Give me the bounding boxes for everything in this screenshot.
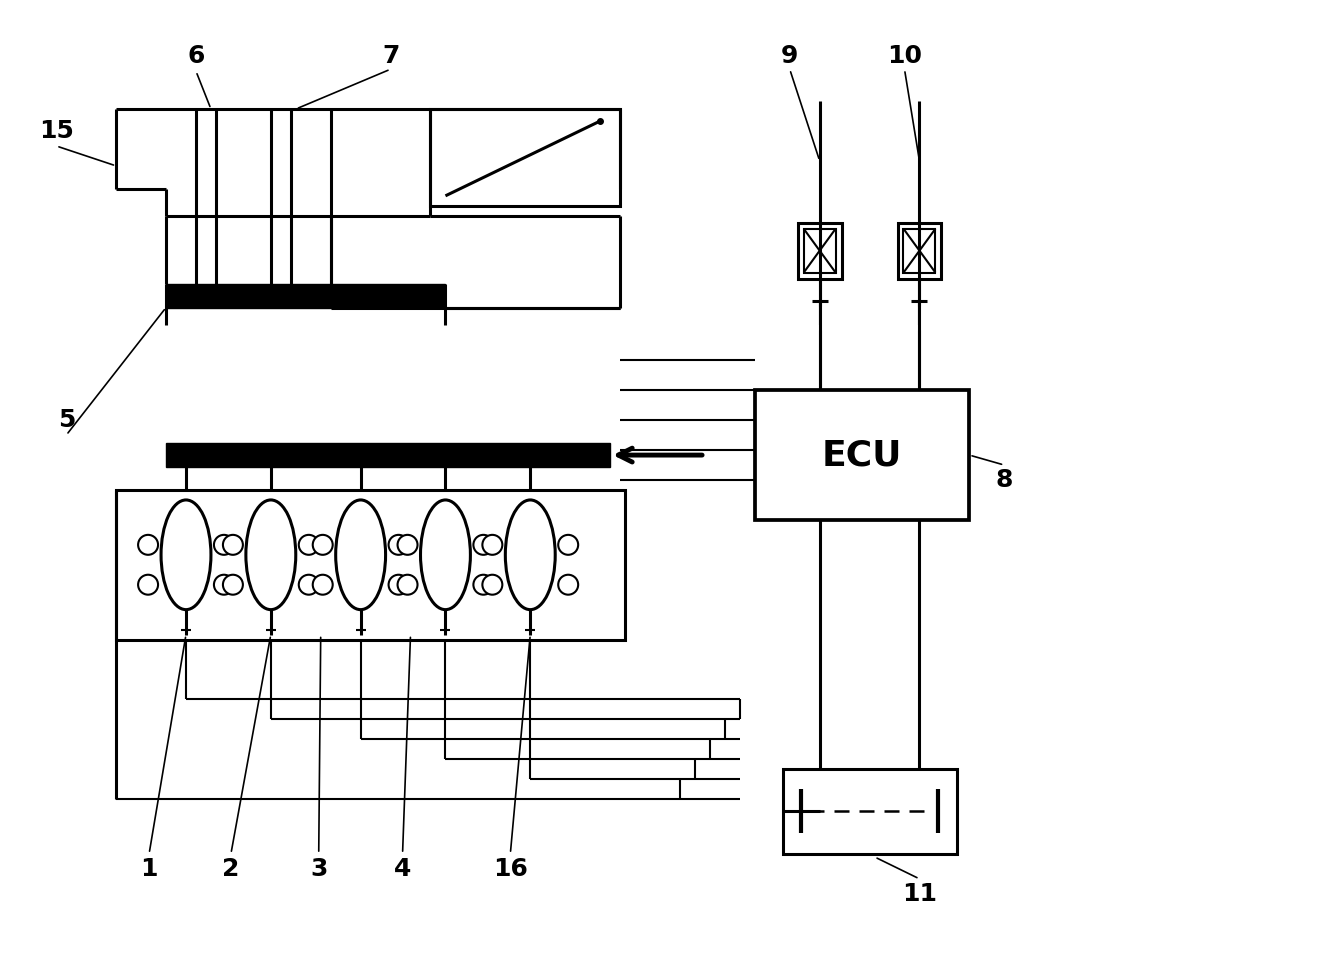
Circle shape: [214, 535, 234, 555]
Ellipse shape: [506, 499, 555, 610]
Text: 9: 9: [781, 45, 798, 68]
Circle shape: [138, 535, 158, 555]
Circle shape: [482, 535, 502, 555]
Circle shape: [312, 535, 332, 555]
Bar: [166, 284, 445, 308]
Text: 16: 16: [493, 857, 528, 881]
Circle shape: [482, 575, 502, 594]
Bar: [166, 443, 610, 467]
Circle shape: [299, 535, 319, 555]
Bar: [430, 109, 620, 206]
Text: 1: 1: [140, 857, 158, 881]
Circle shape: [397, 575, 417, 594]
Bar: [798, 223, 842, 279]
Bar: [898, 223, 941, 279]
Circle shape: [138, 575, 158, 594]
Circle shape: [299, 575, 319, 594]
Ellipse shape: [336, 499, 385, 610]
Ellipse shape: [162, 499, 211, 610]
Text: 3: 3: [310, 857, 327, 881]
Circle shape: [474, 575, 494, 594]
Text: 11: 11: [902, 882, 937, 906]
Text: 7: 7: [381, 45, 400, 68]
Circle shape: [388, 575, 409, 594]
Bar: [782, 770, 957, 854]
Circle shape: [312, 575, 332, 594]
Text: 8: 8: [996, 468, 1013, 492]
Text: 10: 10: [887, 45, 922, 68]
Ellipse shape: [246, 499, 295, 610]
Circle shape: [214, 575, 234, 594]
Ellipse shape: [421, 499, 470, 610]
Text: 6: 6: [187, 45, 205, 68]
Circle shape: [397, 535, 417, 555]
Circle shape: [222, 575, 242, 594]
Bar: [903, 228, 936, 273]
Circle shape: [388, 535, 409, 555]
Circle shape: [559, 575, 579, 594]
Text: 2: 2: [222, 857, 240, 881]
Bar: [755, 390, 969, 520]
Text: 4: 4: [393, 857, 412, 881]
Circle shape: [559, 535, 579, 555]
Circle shape: [222, 535, 242, 555]
Text: 5: 5: [57, 408, 75, 432]
Circle shape: [474, 535, 494, 555]
Text: ECU: ECU: [822, 439, 903, 472]
Bar: [117, 490, 625, 640]
Text: 15: 15: [38, 119, 74, 143]
Bar: [804, 228, 835, 273]
